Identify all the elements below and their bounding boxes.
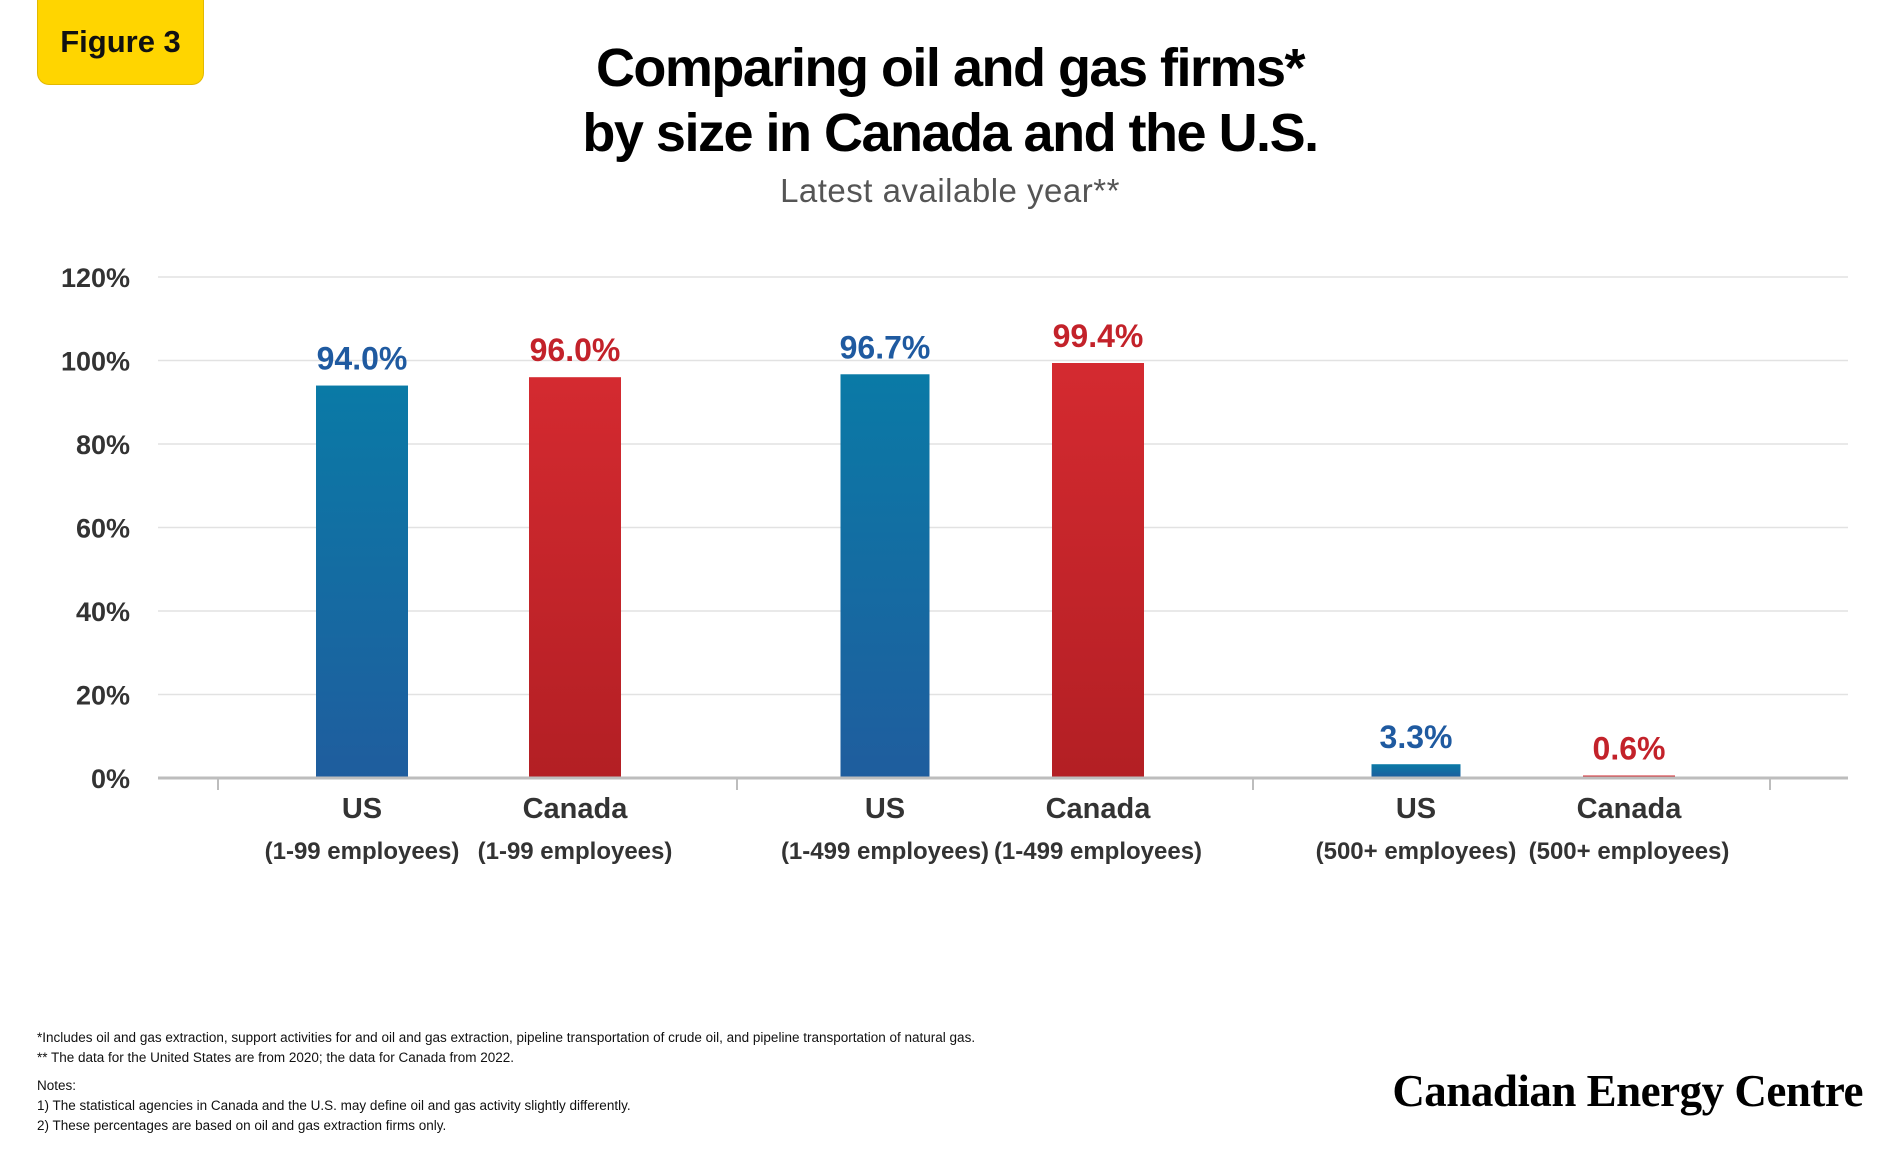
y-tick-label: 100% xyxy=(61,347,130,377)
x-category-label: US xyxy=(865,793,905,825)
y-tick-label: 60% xyxy=(76,514,130,544)
y-tick-label: 120% xyxy=(61,263,130,293)
x-category-sublabel: (1-99 employees) xyxy=(478,838,673,865)
x-axis: US (1-99 employees) Canada (1-99 employees)… xyxy=(158,776,1848,865)
x-category-label: Canada xyxy=(1046,793,1152,825)
data-label: 96.7% xyxy=(840,329,931,365)
x-category-sublabel: (1-499 employees) xyxy=(994,838,1202,865)
notes-block: *Includes oil and gas extraction, suppor… xyxy=(37,1028,1337,1136)
bar-us xyxy=(1371,764,1461,778)
data-label: 3.3% xyxy=(1380,719,1453,755)
chart-title-line2: by size in Canada and the U.S. xyxy=(582,103,1319,163)
x-category-label: US xyxy=(1396,793,1436,825)
data-label: 99.4% xyxy=(1053,318,1144,354)
bar-canada xyxy=(1052,363,1144,778)
notes-heading: Notes: xyxy=(37,1078,77,1093)
bar-canada xyxy=(529,377,621,778)
bars xyxy=(316,363,1675,778)
x-category-label: Canada xyxy=(1577,793,1683,825)
bar-us xyxy=(840,374,930,778)
brand-logo: Canadian Energy Centre xyxy=(1392,1066,1863,1116)
x-category-sublabel: (1-99 employees) xyxy=(265,838,460,865)
data-label: 96.0% xyxy=(530,332,621,368)
x-category-label: Canada xyxy=(523,793,629,825)
x-category-sublabel: (500+ employees) xyxy=(1529,838,1730,865)
x-category-sublabel: (1-499 employees) xyxy=(781,838,989,865)
y-tick-label: 80% xyxy=(76,430,130,460)
footnote-1: *Includes oil and gas extraction, suppor… xyxy=(37,1030,976,1045)
chart-title-line1: Comparing oil and gas firms* xyxy=(595,38,1306,98)
y-axis-ticks: 0% 20% 40% 60% 80% 100% 120% xyxy=(61,263,130,794)
gridlines xyxy=(158,276,1848,696)
chart-subtitle: Latest available year** xyxy=(780,172,1120,209)
note-1: 1) The statistical agencies in Canada an… xyxy=(37,1098,631,1113)
x-category-sublabel: (500+ employees) xyxy=(1316,838,1517,865)
data-labels: 94.0% 96.0% 96.7% 99.4% 3.3% 0.6% xyxy=(317,318,1666,766)
y-tick-label: 40% xyxy=(76,597,130,627)
y-tick-label: 0% xyxy=(91,764,130,794)
data-label: 0.6% xyxy=(1593,730,1666,766)
figure-badge: Figure 3 xyxy=(37,0,204,85)
bar-chart: 0% 20% 40% 60% 80% 100% 120% 94.0% 96.0% 96.7% 99… xyxy=(61,263,1848,865)
x-category-label: US xyxy=(342,793,382,825)
data-label: 94.0% xyxy=(317,341,408,377)
bar-us xyxy=(316,385,408,778)
note-2: 2) These percentages are based on oil an… xyxy=(37,1118,447,1133)
y-tick-label: 20% xyxy=(76,681,130,711)
footnote-2: ** The data for the United States are fr… xyxy=(37,1050,515,1065)
